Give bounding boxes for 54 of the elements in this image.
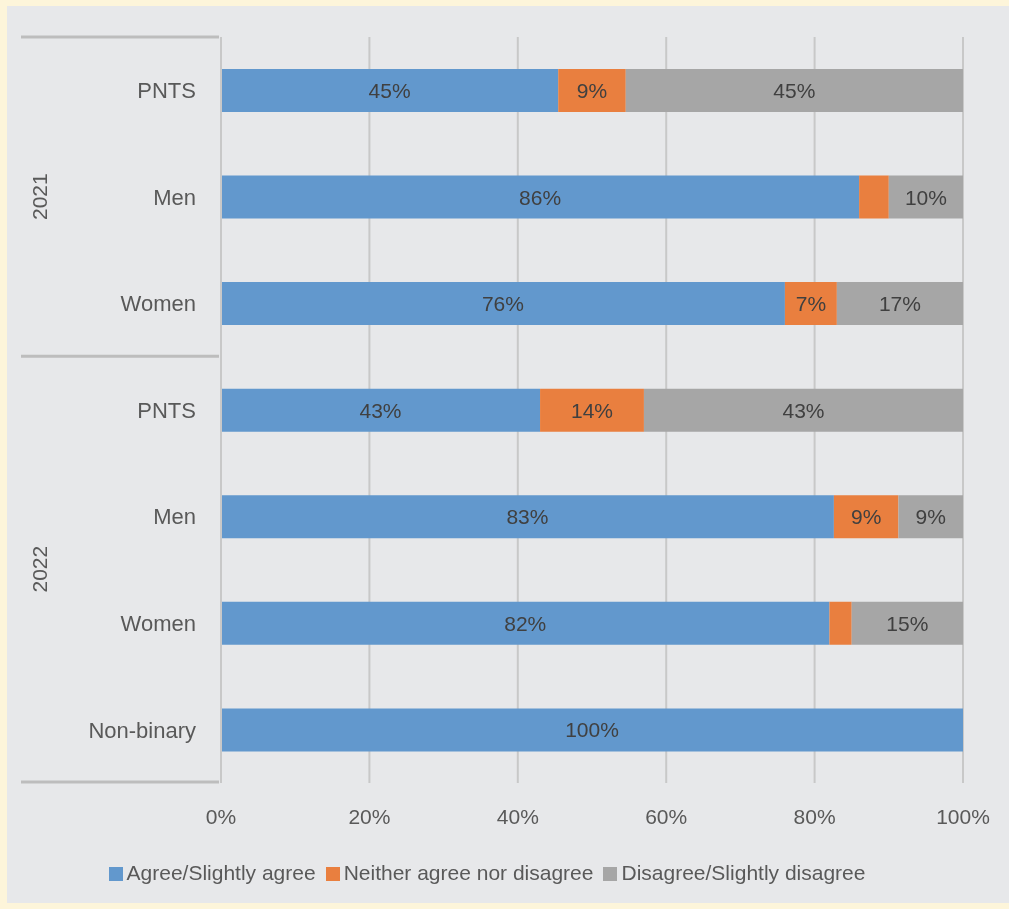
data-label: 82%: [504, 611, 547, 635]
bar: [836, 282, 963, 326]
text: 2022: [28, 545, 52, 593]
x-tick-label: 60%: [645, 804, 688, 828]
data-label: 43%: [359, 398, 402, 422]
data-label: 9%: [915, 505, 946, 529]
data-label: 43%: [782, 398, 825, 422]
legend-label: Disagree/Slightly disagree: [621, 861, 866, 884]
bar: [221, 388, 541, 432]
bar: [859, 175, 889, 219]
bar: [221, 495, 834, 539]
x-tick-label: 80%: [793, 804, 836, 828]
x-tick-label: 0%: [205, 804, 237, 828]
bar: [221, 175, 860, 219]
bar: [898, 495, 963, 539]
legend-label: Agree/Slightly agree: [126, 861, 316, 884]
bar: [221, 601, 830, 645]
bar: [221, 708, 963, 752]
bar: [221, 68, 559, 112]
bar: [643, 388, 963, 432]
data-label: 7%: [795, 292, 827, 316]
bar: [833, 495, 899, 539]
bar: [784, 282, 837, 326]
data-label: 14%: [570, 398, 614, 422]
y-tick-label: Men: [153, 504, 196, 530]
legend-label: Neither agree nor disagree: [343, 861, 594, 884]
bar: [625, 68, 963, 112]
bar: [888, 175, 963, 219]
data-label: 17%: [878, 292, 921, 316]
text: 2021: [28, 173, 52, 220]
data-label: 83%: [506, 505, 549, 529]
bar: [540, 388, 644, 432]
bar: [558, 68, 626, 112]
data-label: 45%: [368, 78, 411, 102]
data-label: 15%: [886, 611, 929, 635]
data-label: 86%: [519, 185, 562, 209]
y-tick-label: Women: [120, 291, 196, 317]
y-tick-label: Men: [153, 184, 196, 210]
data-label: 45%: [773, 78, 816, 102]
y-tick-label: Non-binary: [88, 717, 196, 743]
y-tick-label: Women: [120, 610, 196, 636]
x-tick-label: 40%: [496, 804, 539, 828]
bar: [851, 601, 963, 645]
data-label: 9%: [850, 505, 882, 529]
x-tick-label: 100%: [936, 804, 990, 828]
x-tick-label: 20%: [348, 804, 391, 828]
data-label: 10%: [904, 185, 947, 209]
y-tick-label: PNTS: [137, 397, 196, 423]
data-label: 9%: [576, 78, 608, 102]
data-label: 100%: [565, 718, 619, 742]
bar: [829, 601, 852, 645]
bar: [221, 282, 785, 326]
y-tick-label: PNTS: [137, 78, 196, 104]
data-label: 76%: [481, 292, 524, 316]
